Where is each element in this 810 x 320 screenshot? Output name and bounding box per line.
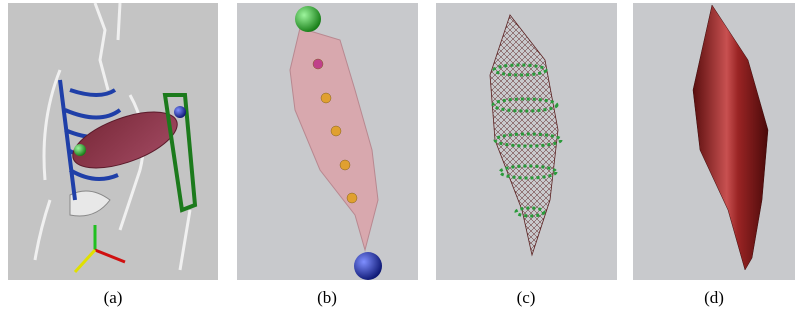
caption: (d) — [704, 288, 724, 307]
origin-sphere — [74, 144, 86, 156]
caption: (c) — [517, 288, 536, 307]
figure: (a) (b) (c) (d) — [0, 0, 810, 320]
panel-a — [8, 3, 218, 280]
caption: (a) — [104, 288, 123, 307]
insertion-sphere — [174, 106, 186, 118]
page: (a) (b) (c) (d) (() => { const data = JS… — [0, 0, 810, 320]
panel-b — [237, 3, 418, 280]
insertion-sphere — [354, 252, 382, 280]
caption: (b) — [317, 288, 337, 307]
origin-sphere — [295, 6, 321, 32]
panel-c — [436, 3, 617, 280]
panel-d — [633, 3, 795, 280]
